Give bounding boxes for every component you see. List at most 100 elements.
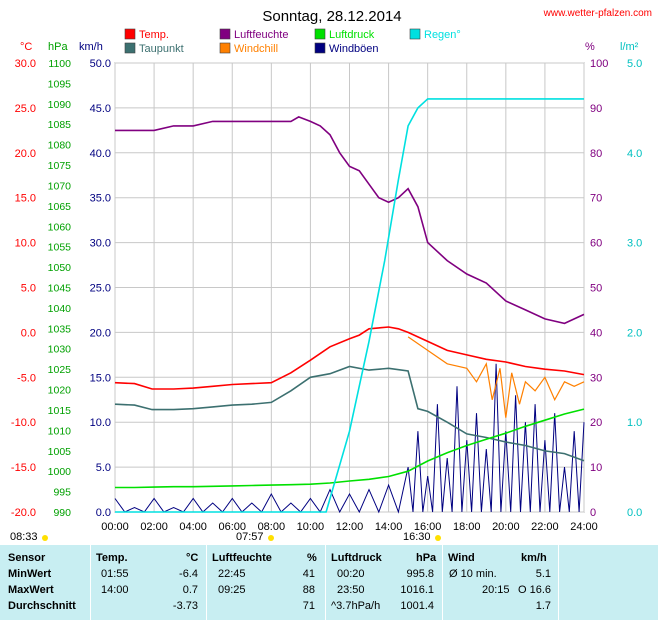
stats-divider (325, 545, 326, 620)
stats-divider (206, 545, 207, 620)
stats-humidity-value: 41 (302, 568, 315, 580)
stats-humidity-value: 71 (302, 600, 315, 612)
stats-wind-time: 20:15 (482, 584, 510, 596)
stats-divider (558, 545, 559, 620)
stats-header-pressure-unit: hPa (416, 552, 437, 564)
x-tick-label: 20:00 (492, 521, 520, 533)
stats-wind-value: 1.7 (535, 600, 551, 612)
series-luftfeuchte (115, 116, 585, 325)
stats-row-label: Durchschnitt (8, 600, 76, 612)
humidity-axis-tick: 30 (590, 372, 602, 384)
wind-axis-tick: 0.0 (96, 507, 111, 519)
wind-axis-tick: 10.0 (90, 417, 111, 429)
humidity-axis-tick: 0 (590, 507, 596, 519)
legend-swatch (124, 42, 136, 54)
stats-row-max: MaxWert 14:00 0.7 09:25 88 23:50 1016.1 … (0, 584, 658, 600)
x-tick-label: 08:00 (258, 521, 286, 533)
stats-wind-value: 5.1 (535, 568, 551, 580)
legend-label: Taupunkt (139, 43, 184, 55)
x-tick-label: 14:00 (375, 521, 403, 533)
humidity-axis-tick: 10 (590, 462, 602, 474)
temp-axis-tick: -20.0 (11, 507, 36, 519)
stats-header-humidity-unit: % (307, 552, 317, 564)
stats-header-row: Sensor Temp. °C Luftfeuchte % Luftdruck … (0, 552, 658, 568)
temp-axis-unit: °C (20, 41, 32, 53)
pressure-axis-tick: 1070 (48, 180, 72, 192)
stats-header-temp: Temp. (96, 552, 128, 564)
legend-swatch (124, 28, 136, 40)
pressure-axis-tick: 1075 (48, 160, 72, 172)
legend-swatch (314, 28, 326, 40)
pressure-axis-tick: 1005 (48, 446, 72, 458)
pressure-axis-tick: 990 (53, 507, 71, 519)
wind-axis-tick: 40.0 (90, 148, 111, 160)
stats-pressure-time: 23:50 (337, 584, 365, 596)
legend-label: Luftfeuchte (234, 29, 288, 41)
rain-axis-tick: 1.0 (627, 417, 642, 429)
temp-axis-tick: 15.0 (15, 193, 36, 205)
series-luftdruck (115, 408, 585, 489)
pressure-axis-tick: 1100 (48, 58, 71, 70)
stats-humidity-time: 22:45 (218, 568, 246, 580)
legend-label: Luftdruck (329, 29, 375, 41)
temp-axis-tick: -10.0 (11, 417, 36, 429)
pressure-axis-tick: 1045 (48, 283, 72, 295)
stats-pressure-value: 995.8 (406, 568, 434, 580)
x-tick-label: 10:00 (297, 521, 325, 533)
sun-icon (268, 535, 274, 541)
stats-pressure-value: 1016.1 (400, 584, 434, 596)
sunrise-icon (42, 535, 48, 541)
humidity-axis-tick: 90 (590, 103, 602, 115)
stats-row-min: MinWert 01:55 -6.4 22:45 41 00:20 995.8 … (0, 568, 658, 584)
stats-row-average: Durchschnitt -3.73 71 ^3.7hPa/h 1001.4 1… (0, 600, 658, 616)
rain-axis-tick: 5.0 (627, 58, 642, 70)
temp-axis-tick: 25.0 (15, 103, 36, 115)
temp-axis-tick: -5.0 (17, 372, 36, 384)
stats-pressure-trend: ^3.7hPa/h (331, 600, 381, 612)
temp-axis-tick: 30.0 (15, 58, 36, 70)
stats-humidity-value: 88 (302, 584, 315, 596)
wind-axis-unit: km/h (79, 41, 103, 53)
legend-label: Regen° (424, 29, 461, 41)
pressure-axis-tick: 1030 (48, 344, 72, 356)
stats-pressure-time: 00:20 (337, 568, 365, 580)
pressure-axis-tick: 995 (53, 487, 71, 499)
wind-axis-tick: 20.0 (90, 327, 111, 339)
pressure-axis-tick: 1040 (48, 303, 72, 315)
pressure-axis-tick: 1010 (48, 425, 72, 437)
humidity-axis-tick: 80 (590, 148, 602, 160)
rain-axis-tick: 3.0 (627, 238, 642, 250)
humidity-axis-tick: 40 (590, 327, 602, 339)
pressure-axis-unit: hPa (48, 41, 68, 53)
legend-label: Windböen (329, 43, 379, 55)
stats-header-temp-unit: °C (186, 552, 199, 564)
x-tick-label: 16:00 (414, 521, 442, 533)
stats-temp-time: 14:00 (101, 584, 129, 596)
humidity-axis-tick: 70 (590, 193, 602, 205)
legend-label: Windchill (234, 43, 278, 55)
solar-noon-time: 07:57 (236, 531, 264, 543)
stats-header-wind: Wind (448, 552, 475, 564)
humidity-axis-tick: 50 (590, 283, 602, 295)
rain-axis-tick: 2.0 (627, 327, 642, 339)
wind-axis-tick: 15.0 (90, 372, 111, 384)
stats-header-humidity: Luftfeuchte (212, 552, 272, 564)
humidity-axis-tick: 100 (590, 58, 608, 70)
x-tick-label: 00:00 (101, 521, 129, 533)
legend-swatch (219, 28, 231, 40)
wind-axis-tick: 45.0 (90, 103, 111, 115)
temp-axis-tick: 10.0 (15, 238, 36, 250)
x-tick-label: 04:00 (179, 521, 207, 533)
rain-axis-unit: l/m² (620, 41, 639, 53)
temp-axis-tick: 20.0 (15, 148, 36, 160)
stats-divider (442, 545, 443, 620)
stats-row-label: MaxWert (8, 584, 54, 596)
stats-header-wind-unit: km/h (521, 552, 547, 564)
wind-axis-tick: 5.0 (96, 462, 111, 474)
stats-humidity-time: 09:25 (218, 584, 246, 596)
sunset-icon (435, 535, 441, 541)
chart-title: Sonntag, 28.12.2014 (262, 8, 401, 25)
temp-axis-tick: 5.0 (21, 283, 36, 295)
stats-wind-value: O 16.6 (517, 584, 551, 596)
wind-axis-tick: 35.0 (90, 193, 111, 205)
